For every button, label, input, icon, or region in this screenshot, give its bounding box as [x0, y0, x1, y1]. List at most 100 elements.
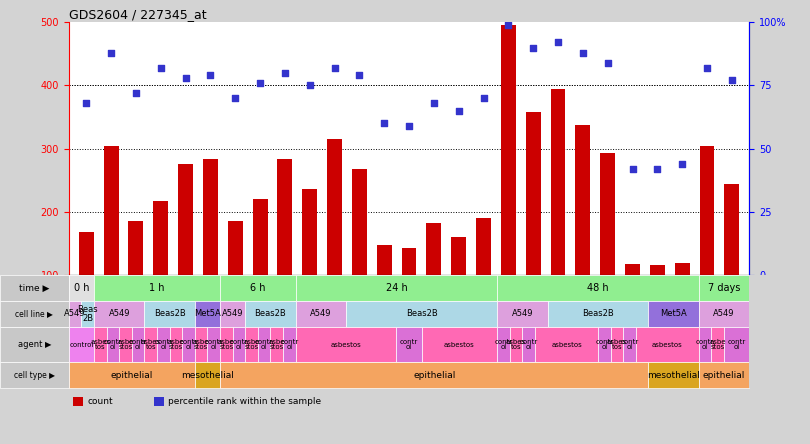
- Point: [328, 64, 341, 71]
- Point: [428, 99, 441, 107]
- Bar: [749, 275, 810, 301]
- Text: 7 days: 7 days: [708, 283, 740, 293]
- Bar: [501, 25, 516, 338]
- Bar: [0, 275, 810, 408]
- Bar: [600, 153, 615, 338]
- Bar: [169, 327, 182, 362]
- Text: contr
ol: contr ol: [595, 339, 613, 350]
- Text: asbes
tos: asbes tos: [141, 339, 161, 350]
- Bar: [575, 125, 590, 338]
- Text: asbes
tos: asbes tos: [506, 339, 526, 350]
- Bar: [182, 327, 195, 362]
- Text: asbe
stos: asbe stos: [168, 339, 184, 350]
- Point: [452, 107, 465, 115]
- Bar: [296, 327, 396, 362]
- Bar: [625, 264, 640, 338]
- Bar: [749, 327, 810, 362]
- Bar: [623, 327, 636, 362]
- Text: asbe
stos: asbe stos: [218, 339, 235, 350]
- Bar: [119, 327, 132, 362]
- Bar: [327, 139, 342, 338]
- Text: agent ▶: agent ▶: [18, 340, 51, 349]
- Text: contr
ol: contr ol: [280, 339, 298, 350]
- Text: 24 h: 24 h: [386, 283, 407, 293]
- Bar: [144, 301, 195, 327]
- Text: epithelial: epithelial: [703, 371, 745, 380]
- Bar: [649, 362, 699, 388]
- Text: A549: A549: [222, 309, 243, 318]
- Text: contr
ol: contr ol: [727, 339, 746, 350]
- Bar: [598, 327, 611, 362]
- Text: mesothelial: mesothelial: [181, 371, 234, 380]
- Text: mesothelial: mesothelial: [647, 371, 700, 380]
- Point: [377, 120, 390, 127]
- Bar: [232, 327, 245, 362]
- Bar: [522, 327, 535, 362]
- Bar: [253, 199, 267, 338]
- Text: A549: A549: [714, 309, 735, 318]
- Bar: [278, 159, 292, 338]
- Bar: [302, 189, 318, 338]
- Bar: [104, 146, 118, 338]
- Bar: [497, 327, 509, 362]
- Bar: [178, 164, 193, 338]
- Point: [204, 72, 217, 79]
- Text: control: control: [70, 341, 94, 348]
- Bar: [422, 327, 497, 362]
- Text: count: count: [87, 397, 113, 406]
- Point: [104, 49, 117, 56]
- Point: [254, 79, 266, 87]
- Point: [601, 59, 614, 66]
- Bar: [195, 327, 207, 362]
- Point: [552, 39, 565, 46]
- Bar: [526, 112, 540, 338]
- Bar: [245, 301, 296, 327]
- Text: asbestos: asbestos: [330, 341, 361, 348]
- Text: epithelial: epithelial: [413, 371, 455, 380]
- Bar: [69, 275, 94, 301]
- Bar: [195, 362, 220, 388]
- Point: [626, 166, 639, 173]
- Bar: [283, 327, 296, 362]
- Text: Beas2B: Beas2B: [406, 309, 437, 318]
- Bar: [220, 362, 649, 388]
- Text: Met5A: Met5A: [660, 309, 687, 318]
- Text: percentile rank within the sample: percentile rank within the sample: [168, 397, 322, 406]
- Bar: [271, 327, 283, 362]
- Bar: [535, 327, 598, 362]
- Text: time ▶: time ▶: [19, 284, 49, 293]
- Point: [228, 95, 241, 102]
- Point: [577, 49, 590, 56]
- Text: 6 h: 6 h: [250, 283, 266, 293]
- Bar: [296, 275, 497, 301]
- Point: [403, 123, 416, 130]
- Text: Beas2B: Beas2B: [582, 309, 614, 318]
- Text: Beas2B: Beas2B: [154, 309, 185, 318]
- Text: contr
ol: contr ol: [400, 339, 418, 350]
- Bar: [426, 223, 441, 338]
- Bar: [476, 218, 491, 338]
- Text: asbe
stos: asbe stos: [243, 339, 260, 350]
- Bar: [497, 301, 548, 327]
- Bar: [611, 327, 623, 362]
- Text: contr
ol: contr ol: [129, 339, 147, 350]
- Bar: [0, 362, 69, 388]
- Text: asbe
stos: asbe stos: [193, 339, 210, 350]
- Bar: [69, 327, 94, 362]
- Point: [179, 74, 192, 81]
- Bar: [195, 301, 220, 327]
- Bar: [157, 327, 169, 362]
- Point: [726, 77, 739, 84]
- Text: contr
ol: contr ol: [696, 339, 714, 350]
- Bar: [402, 248, 416, 338]
- Text: contr
ol: contr ol: [230, 339, 248, 350]
- Bar: [0, 275, 69, 301]
- Bar: [377, 245, 392, 338]
- Bar: [207, 327, 220, 362]
- Bar: [203, 159, 218, 338]
- Bar: [509, 327, 522, 362]
- Text: contr
ol: contr ol: [154, 339, 173, 350]
- Text: 1 h: 1 h: [149, 283, 164, 293]
- Text: GDS2604 / 227345_at: GDS2604 / 227345_at: [69, 8, 207, 21]
- Bar: [94, 327, 107, 362]
